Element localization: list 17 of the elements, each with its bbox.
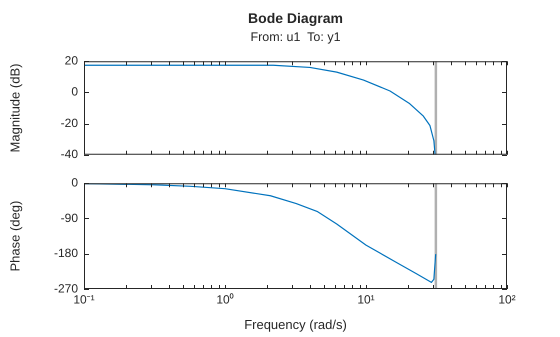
x-tick-label: 10¹ (357, 292, 375, 307)
y-tick-label: 20 (64, 54, 78, 68)
y-axis-title: Magnitude (dB) (7, 64, 22, 152)
y-tick-label: -20 (60, 116, 78, 130)
y-tick-label: -180 (54, 246, 78, 260)
chart-subtitle: From: u1 To: y1 (249, 29, 342, 45)
y-axis-title: Phase (deg) (7, 200, 22, 272)
x-axis-title: Frequency (rad/s) (244, 316, 347, 332)
chart-title: Bode Diagram (247, 9, 344, 27)
x-tick-label: 10⁰ (216, 292, 234, 307)
y-tick-label: -40 (60, 147, 78, 162)
y-tick-label: 0 (71, 176, 78, 190)
y-tick-label: -90 (60, 210, 78, 225)
y-tick-label: 0 (71, 84, 78, 99)
x-tick-label: 10⁻¹ (73, 292, 95, 307)
x-tick-label: 10² (498, 292, 516, 307)
y-tick-label: -270 (54, 281, 78, 296)
